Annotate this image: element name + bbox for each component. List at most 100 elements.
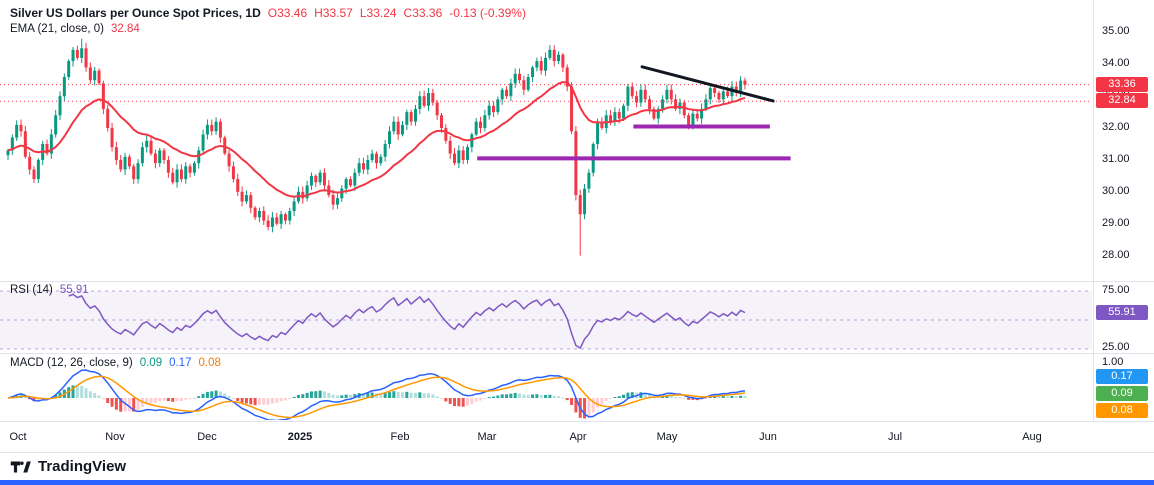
macd-histogram-bar: [344, 394, 348, 398]
candle: [49, 134, 53, 154]
macd-histogram-bar: [440, 398, 443, 399]
macd-histogram-bar: [626, 392, 630, 398]
candle: [409, 112, 413, 122]
candle: [453, 153, 457, 164]
candle: [652, 108, 656, 119]
candle: [695, 113, 699, 119]
ema-label[interactable]: EMA (21, close, 0): [10, 23, 104, 35]
macd-histogram-bar: [513, 392, 517, 398]
symbol-title[interactable]: Silver US Dollars per Ounce Spot Prices,…: [10, 6, 261, 20]
signal-value-badge: 0.08: [1096, 403, 1148, 418]
candle: [661, 99, 665, 109]
candle: [574, 131, 578, 196]
macd-tick-1: 1.00: [1102, 356, 1124, 368]
macd-histogram-bar: [496, 395, 500, 398]
macd-histogram-bar: [158, 398, 162, 402]
macd-histogram-bar: [227, 395, 231, 398]
candle: [166, 159, 170, 173]
macd-histogram-bar: [110, 398, 114, 407]
macd-histogram-bar: [223, 393, 227, 398]
macd-histogram-bar: [314, 391, 318, 398]
candle: [557, 54, 561, 62]
candle: [583, 188, 587, 215]
chart-canvas[interactable]: [0, 0, 1154, 452]
macd-signal-line[interactable]: [7, 375, 746, 419]
ema-line[interactable]: [7, 81, 746, 198]
candle: [370, 153, 374, 160]
candle: [357, 163, 361, 173]
price-axis[interactable]: 35.00 34.00 33.00 32.00 31.00 30.00 29.0…: [1094, 0, 1154, 452]
candle: [522, 80, 526, 90]
candle: [84, 48, 88, 68]
candle: [708, 88, 712, 100]
candle: [691, 113, 695, 125]
macd-histogram-bar: [505, 394, 509, 398]
macd-histogram-bar: [296, 394, 300, 398]
macd-histogram-bar: [305, 392, 309, 398]
macd-histogram-bar: [210, 391, 214, 398]
macd-histogram-bar: [643, 392, 647, 398]
candle: [509, 83, 513, 97]
rsi-line[interactable]: [68, 293, 746, 350]
macd-histogram-bar: [583, 398, 587, 419]
macd-histogram-bar: [726, 396, 730, 398]
macd-histogram-bar: [383, 392, 387, 398]
candle: [518, 73, 522, 81]
macd-histogram-bar: [119, 398, 123, 412]
candle: [426, 92, 430, 106]
macd-histogram-bar: [531, 394, 535, 398]
macd-histogram-bar: [184, 398, 188, 400]
candle: [444, 128, 448, 141]
macd-histogram-bar: [279, 398, 283, 402]
time-tick-mar: Mar: [477, 431, 497, 443]
candle: [726, 91, 730, 97]
macd-histogram-bar: [535, 394, 539, 398]
bottom-accent-bar: [0, 480, 1154, 485]
candle: [340, 188, 344, 199]
macd-histogram-bar: [253, 398, 257, 406]
macd-histogram-bar: [54, 395, 58, 398]
candle: [283, 214, 287, 221]
macd-histogram-bar: [335, 395, 339, 398]
macd-histogram-bar: [405, 391, 409, 398]
candle: [487, 105, 491, 116]
macd-histogram-bar: [457, 398, 461, 407]
candle: [119, 159, 123, 170]
macd-histogram-bar: [36, 398, 40, 401]
macd-histogram-bar: [331, 394, 335, 398]
macd-line[interactable]: [7, 369, 746, 420]
candle: [565, 67, 569, 87]
macd-histogram-bar: [639, 392, 643, 398]
macd-histogram-bar: [75, 385, 79, 398]
macd-histogram-bar: [162, 398, 166, 401]
macd-signal-value: 0.08: [198, 357, 221, 369]
hist-value-badge: 0.09: [1096, 386, 1148, 401]
candle: [257, 210, 261, 218]
price-tick: 30.00: [1102, 185, 1130, 197]
macd-histogram-bar: [470, 398, 474, 404]
macd-label[interactable]: MACD (12, 26, close, 9): [10, 357, 133, 369]
candle: [474, 121, 478, 135]
candle: [36, 159, 40, 180]
trendline-drawing[interactable]: [640, 65, 775, 103]
candle: [435, 102, 439, 116]
macd-histogram-bar: [218, 391, 222, 398]
candle: [383, 144, 387, 157]
rsi-label[interactable]: RSI (14): [10, 284, 53, 296]
macd-histogram-bar: [97, 395, 101, 398]
ema-legend: EMA (21, close, 0) 32.84: [10, 23, 140, 35]
macd-histogram-bar: [409, 392, 413, 398]
candle: [648, 99, 652, 109]
tradingview-logo-link[interactable]: TradingView: [10, 458, 126, 475]
macd-histogram-bar: [617, 396, 621, 398]
candle: [713, 88, 717, 93]
macd-histogram-bar: [214, 390, 218, 398]
candle: [405, 112, 409, 125]
macd-histogram-bar: [93, 393, 97, 398]
candle: [140, 147, 144, 164]
macd-histogram-bar: [596, 398, 600, 408]
time-axis[interactable]: Oct Nov Dec 2025 Feb Mar Apr May Jun Jul…: [0, 424, 1092, 450]
ohlc-high: H33.57: [314, 6, 353, 20]
candle: [379, 156, 383, 164]
